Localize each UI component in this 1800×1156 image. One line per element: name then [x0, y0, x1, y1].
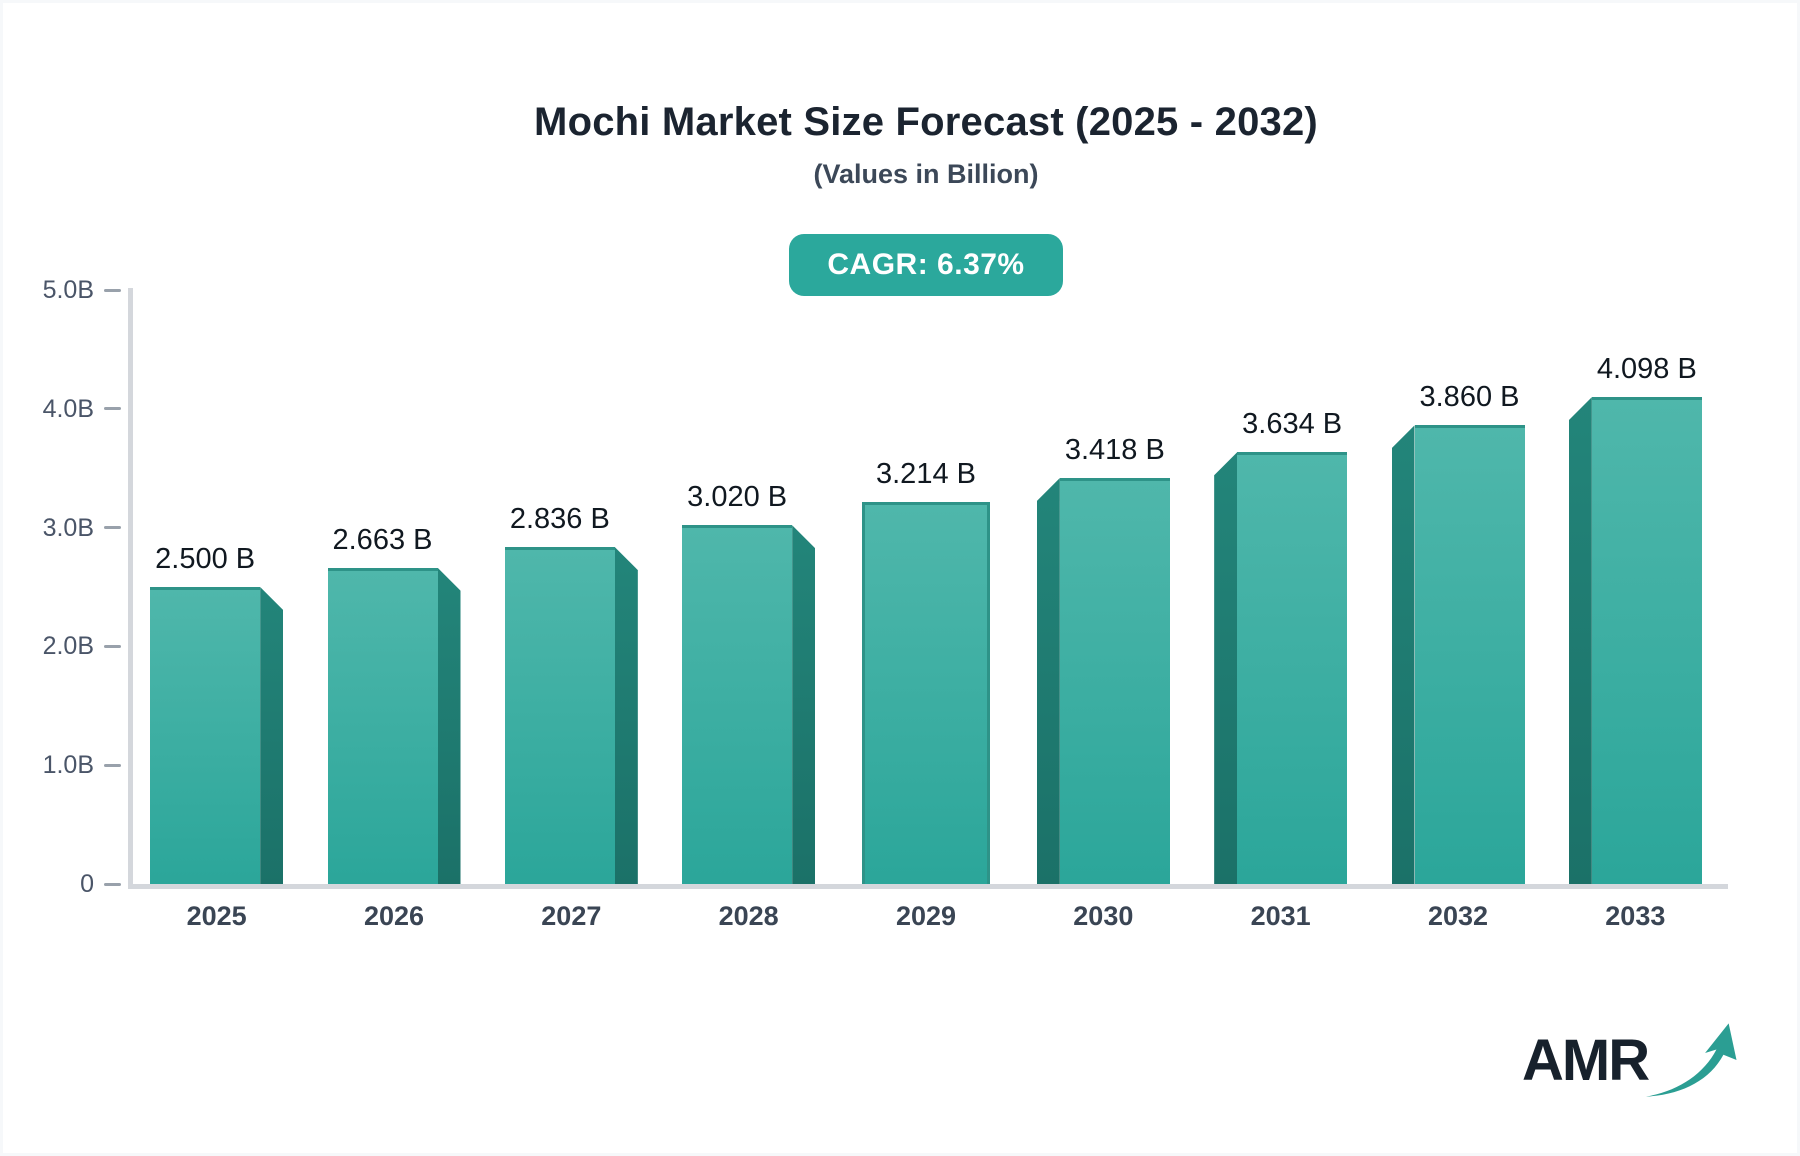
bar-side [614, 547, 638, 884]
growth-arrow-icon [1644, 1018, 1740, 1107]
bar-value-label: 4.098 B [1596, 353, 1697, 386]
y-axis-tick [104, 288, 121, 292]
y-axis-label: 4.0B [42, 394, 94, 423]
bar-2032 [1391, 425, 1525, 884]
x-axis-label: 2029 [895, 901, 957, 931]
chart-title: Mochi Market Size Forecast (2025 - 2032) [534, 100, 1318, 144]
bar-side [437, 567, 461, 884]
y-axis-tick [104, 763, 121, 767]
cagr-badge: CAGR: 6.37% [789, 234, 1063, 296]
bar-value-label: 2.663 B [332, 523, 433, 556]
bar-2027 [504, 547, 638, 884]
y-axis-label: 3.0B [42, 513, 94, 542]
bar-value-label: 3.418 B [1064, 433, 1165, 466]
amr-logo: AMR [1522, 1018, 1740, 1107]
bar-face [150, 587, 261, 884]
y-axis-label: 1.0B [42, 751, 94, 780]
x-axis-line [128, 884, 1728, 889]
bar-side [1391, 425, 1415, 884]
bar-2033 [1568, 397, 1702, 884]
bar-side [1214, 452, 1238, 884]
bar-value-label: 2.500 B [155, 543, 256, 575]
x-axis-label: 2033 [1605, 901, 1666, 931]
bar-2030 [1036, 477, 1170, 884]
y-axis-label: 5.0B [42, 276, 94, 304]
bar-side [260, 587, 284, 884]
bar-value-label: 2.836 B [509, 503, 610, 536]
bar-face [1237, 452, 1348, 884]
y-axis-tick [104, 407, 121, 411]
x-axis-label: 2027 [541, 901, 602, 931]
y-axis-tick [104, 882, 121, 886]
bar-value-label: 3.634 B [1242, 408, 1343, 441]
x-axis-label: 2026 [363, 901, 425, 931]
bar-2026 [327, 567, 461, 884]
amr-logo-text: AMR [1522, 1028, 1650, 1093]
chart-header: Mochi Market Size Forecast (2025 - 2032)… [128, 0, 1724, 296]
bar-value-label: 3.214 B [876, 458, 976, 491]
bar-side [792, 525, 816, 884]
bar-2031 [1214, 452, 1348, 884]
bar-face [1591, 397, 1702, 884]
bar-face [327, 567, 438, 884]
bar-2025 [150, 587, 284, 884]
bar-face [682, 525, 793, 884]
x-axis-label: 2032 [1427, 901, 1489, 931]
y-axis-label: 2.0B [42, 632, 94, 661]
chart-subtitle: (Values in Billion) [813, 159, 1039, 189]
bar-2029 [862, 502, 990, 884]
bar-value-label: 3.860 B [1419, 381, 1520, 414]
y-axis-tick [104, 644, 121, 648]
bar-face [862, 502, 990, 884]
bar-side [1036, 477, 1060, 884]
y-axis-tick [104, 526, 121, 530]
x-axis-label: 2031 [1250, 901, 1311, 931]
x-axis-label: 2025 [186, 901, 247, 931]
bar-value-label: 3.020 B [687, 481, 788, 514]
x-axis-label: 2030 [1073, 901, 1134, 931]
y-axis-line [128, 288, 133, 889]
x-axis-label: 2028 [718, 901, 779, 931]
y-axis-label: 0 [80, 870, 94, 898]
bar-face [1059, 477, 1170, 884]
bar-2028 [682, 525, 816, 884]
bar-side [1568, 397, 1592, 884]
bar-face [504, 547, 615, 884]
bar-face [1414, 425, 1525, 884]
